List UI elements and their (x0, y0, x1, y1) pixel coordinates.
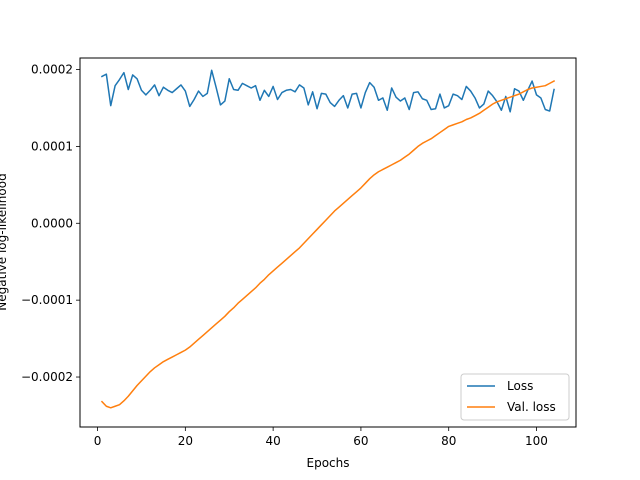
x-axis-ticks: 0 20 40 60 80 100 (94, 427, 548, 448)
y-tick-label: 0.0001 (31, 139, 73, 153)
series-line-val-loss (100, 80, 556, 409)
y-tick-label: 0.0002 (31, 63, 73, 77)
plot-frame (79, 57, 577, 428)
legend-label-val-loss: Val. loss (507, 400, 556, 414)
series-line-loss (100, 69, 555, 113)
y-axis-label: Negative log-likelihood (0, 173, 9, 310)
series-layer (100, 69, 556, 409)
x-tick-label: 20 (178, 434, 193, 448)
x-tick-label: 60 (353, 434, 368, 448)
x-tick-label: 80 (441, 434, 456, 448)
x-tick-label: 100 (525, 434, 548, 448)
y-tick-label: −0.0001 (21, 293, 73, 307)
y-axis-ticks: −0.0002 −0.0001 0.0000 0.0001 0.0002 (21, 63, 80, 384)
x-tick-label: 40 (265, 434, 280, 448)
plot-background (80, 58, 576, 427)
y-tick-label: −0.0002 (21, 370, 73, 384)
y-tick-label: 0.0000 (31, 216, 73, 230)
x-axis-label: Epochs (307, 456, 350, 470)
legend: Loss Val. loss (460, 373, 570, 421)
axis-layer (79, 57, 577, 428)
legend-label-loss: Loss (507, 379, 533, 393)
x-tick-label: 0 (94, 434, 102, 448)
